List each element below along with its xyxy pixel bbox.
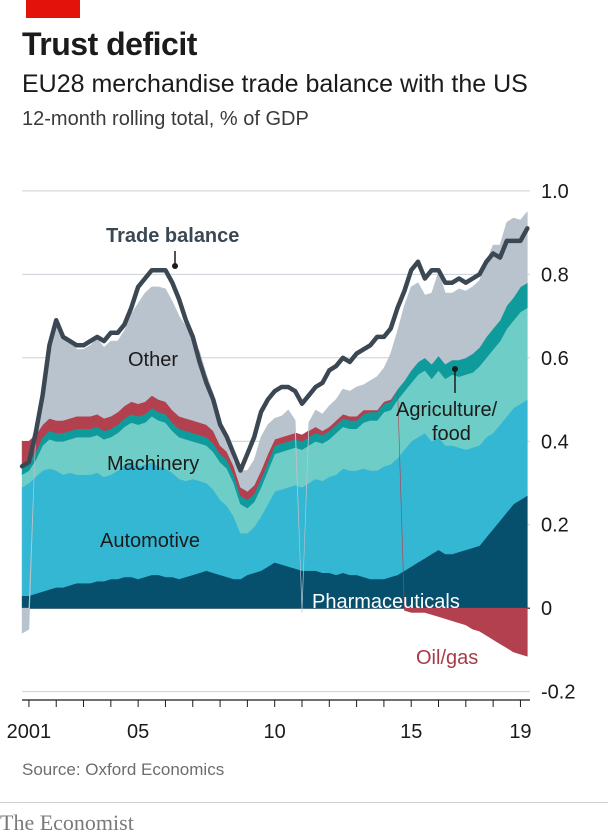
annotation-label-automotive: Automotive	[100, 530, 200, 552]
annotation-label-machinery: Machinery	[107, 453, 199, 475]
annotation-label-agriculture-food: Agriculture/	[396, 399, 498, 421]
agriculture-leader-dot	[452, 366, 458, 372]
x-tick-label: 19	[509, 721, 531, 743]
annotation-label-trade-balance: Trade balance	[106, 225, 239, 247]
x-tick-label: 2001	[7, 721, 52, 743]
annotation-label-agriculture-food: food	[432, 423, 471, 445]
source-note: Source: Oxford Economics	[22, 760, 225, 779]
economist-red-tag	[26, 0, 80, 18]
chart-subtitle: EU28 merchandise trade balance with the …	[22, 70, 528, 98]
x-tick-label: 15	[400, 721, 422, 743]
y-tick-label: 0.8	[541, 264, 569, 286]
annotation-label-pharmaceuticals: Pharmaceuticals	[312, 591, 460, 613]
economist-logo: The Economist	[0, 810, 134, 835]
trade-balance-leader-dot	[172, 263, 178, 269]
footer-divider	[0, 802, 608, 803]
y-tick-label: 0.6	[541, 348, 569, 370]
x-tick-label: 10	[264, 721, 286, 743]
y-tick-label: -0.2	[541, 682, 575, 704]
y-tick-label: 0	[541, 598, 552, 620]
annotation-label-oil-gas: Oil/gas	[416, 647, 478, 669]
trade-balance-line	[19, 226, 530, 473]
y-tick-label: 1.0	[541, 181, 569, 203]
y-tick-label: 0.4	[541, 431, 569, 453]
stacked-area-chart: 2001 05 10 15 19 -0.2 0 0.2 0.4 0.6 0.8 1.0 Trade ba…	[7, 181, 576, 743]
chart-units: 12-month rolling total, % of GDP	[22, 108, 309, 130]
annotation-label-other: Other	[128, 349, 178, 371]
y-tick-label: 0.2	[541, 515, 569, 537]
chart-title: Trust deficit	[22, 26, 197, 62]
x-tick-label: 05	[127, 721, 149, 743]
